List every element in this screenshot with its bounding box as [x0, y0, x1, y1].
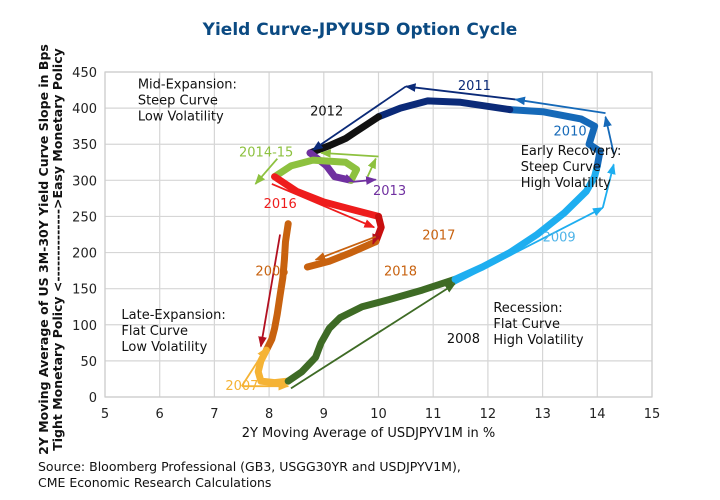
2010-arrow: [603, 115, 615, 154]
quadrant-annotation: High Volatility: [521, 176, 611, 191]
y-tick-label: 150: [72, 283, 97, 298]
2010-arrow-left: [514, 96, 606, 115]
2017-arrow: [314, 235, 377, 261]
2017-arrow-down: [372, 229, 381, 245]
y-tick-label: 300: [72, 174, 97, 189]
2009-arrow: [454, 206, 604, 285]
quadrant-annotation: Early Recovery:: [521, 144, 622, 159]
x-tick-label: 8: [265, 407, 273, 422]
x-tick-label: 9: [320, 407, 328, 422]
year-label-2006: 2006: [255, 265, 288, 280]
y-tick-label: 400: [72, 102, 97, 117]
x-tick-label: 6: [156, 407, 164, 422]
2014-15-arrow-left: [319, 149, 379, 158]
y-tick-label: 0: [89, 391, 97, 406]
series-line-2012: [306, 113, 382, 157]
y-tick-label: 350: [72, 138, 97, 153]
series-line-2017: [372, 212, 385, 246]
2013-arrow-down: [339, 174, 355, 183]
arrows-group: [240, 83, 616, 391]
2013-arrow-right: [353, 176, 377, 185]
plot-border: [104, 71, 653, 398]
year-label-2017: 2017: [422, 229, 455, 244]
year-label-2012: 2012: [310, 104, 343, 119]
quadrant-annotation: Steep Curve: [138, 94, 218, 109]
labels-group: 2006 2007 2008 2009 2010 2011 2012 2013 2014-15 2…: [121, 78, 621, 394]
year-label-2013: 2013: [373, 184, 406, 199]
quadrant-annotation: Low Volatility: [121, 340, 207, 355]
source-line-2: CME Economic Research Calculations: [38, 475, 272, 490]
y-tick-label: 250: [72, 210, 97, 225]
axes-group: 5 6 7 8 9 10 11 12 13 14 1505010015020025030035040…: [36, 44, 660, 455]
x-tick-label: 15: [644, 407, 661, 422]
2006-arrow: [258, 234, 281, 348]
source-line-1: Source: Bloomberg Professional (GB3, USG…: [38, 459, 461, 474]
2009-arrow-up: [601, 163, 616, 208]
series-line-2011: [375, 97, 514, 121]
x-tick-label: 12: [480, 407, 497, 422]
quadrant-annotation: Late-Expansion:: [121, 308, 225, 323]
year-label-2018: 2018: [384, 265, 417, 280]
quadrant-annotation: High Volatility: [493, 333, 583, 348]
x-tick-label: 13: [534, 407, 551, 422]
year-label-2011: 2011: [458, 79, 491, 94]
year-label-2009: 2009: [543, 231, 576, 246]
year-label-2014-15: 2014-15: [239, 146, 293, 161]
2012-arrow: [311, 85, 407, 151]
quadrant-annotation: Recession:: [493, 301, 562, 316]
x-tick-label: 7: [210, 407, 218, 422]
quadrant-annotation: Steep Curve: [521, 160, 601, 175]
series-line-2008: [284, 275, 459, 385]
chart-title: Yield Curve-JPYUSD Option Cycle: [202, 20, 518, 40]
x-tick-label: 11: [425, 407, 442, 422]
2007-arrow-up: [240, 346, 268, 387]
series-line-2007: [254, 346, 292, 387]
y-axis-label: Tight Monetary Policy <-------------->Ea…: [50, 48, 65, 451]
year-label-2016: 2016: [264, 197, 297, 212]
x-tick-label: 5: [101, 407, 109, 422]
quadrant-annotation: Mid-Expansion:: [138, 78, 237, 93]
quadrant-annotation: Low Volatility: [138, 110, 224, 125]
series-line-2006: [262, 220, 292, 354]
series-group: [254, 97, 604, 387]
series-line-2010: [506, 106, 604, 170]
x-tick-label: 14: [589, 407, 606, 422]
y-tick-label: 200: [72, 247, 97, 262]
quadrant-annotation: Flat Curve: [493, 317, 560, 332]
series-line-2018: [303, 238, 380, 271]
series-line-2016: [271, 173, 382, 220]
x-tick-label: 10: [370, 407, 387, 422]
year-label-2010: 2010: [554, 125, 587, 140]
series-line-2014-15: [271, 156, 361, 184]
y-tick-label: 50: [80, 355, 97, 370]
2011-arrow: [404, 83, 516, 101]
quadrant-annotation: Flat Curve: [121, 324, 188, 339]
2016-arrow: [271, 183, 376, 229]
year-label-2007: 2007: [225, 379, 258, 394]
2008-arrow: [290, 282, 456, 390]
y-axis-label: 2Y Moving Average of US 3M-30Y Yield Cur…: [36, 44, 51, 455]
year-label-2008: 2008: [447, 332, 480, 347]
y-tick-label: 450: [72, 66, 97, 81]
y-tick-label: 100: [72, 319, 97, 334]
2014-15-arrow-up: [366, 157, 377, 178]
2014-15-arrow-down: [254, 158, 278, 185]
series-line-2009: [451, 162, 601, 283]
x-axis-label: 2Y Moving Average of USDJPYV1M in %: [242, 426, 496, 441]
